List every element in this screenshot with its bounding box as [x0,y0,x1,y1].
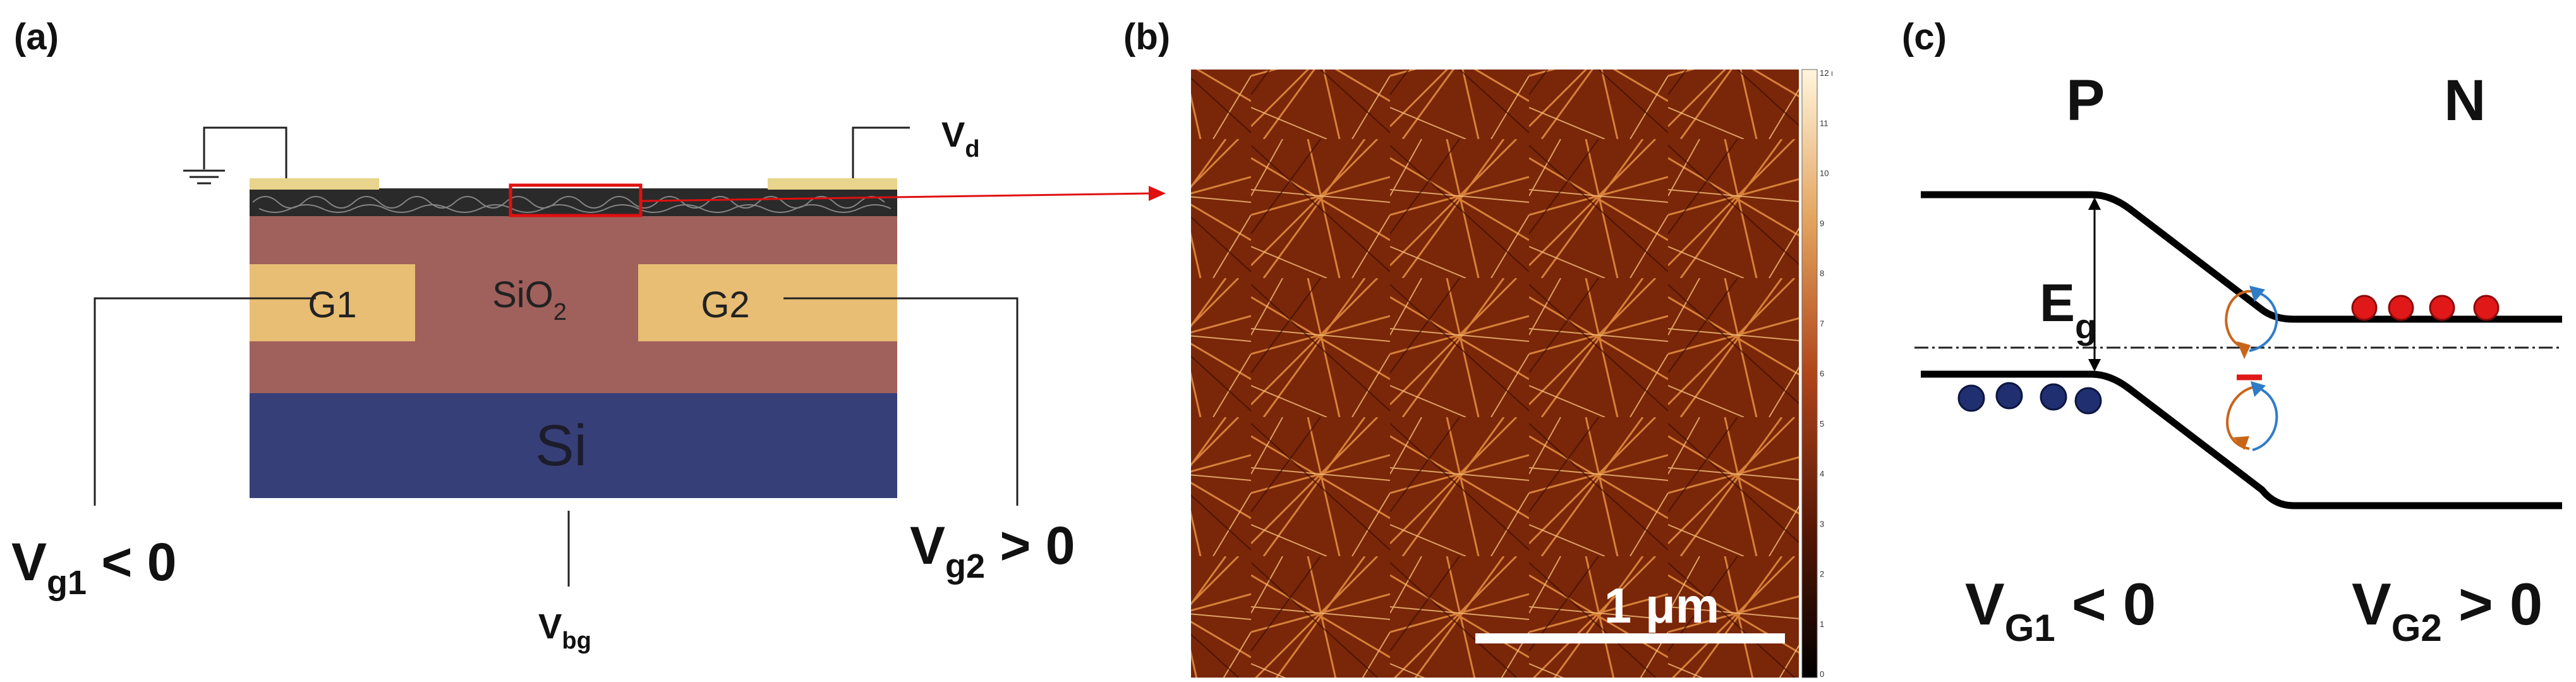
holes [1957,382,2102,415]
drain-contact [768,178,897,190]
source-contact [250,178,379,190]
electron-dot [2429,295,2455,321]
vbg-label: Vbg [538,606,591,654]
band-diagram-svg: (c) P N Eg [1902,16,2562,649]
afm-image-svg: (b) 12 nm11109876543210 1 μm [1123,16,1842,679]
colorbar-tick-label: 7 [1820,319,1824,328]
conduction-band [1921,191,2562,323]
colorbar-tick-label: 5 [1820,419,1824,429]
colorbar-tick-label: 3 [1820,519,1824,528]
colorbar-ticks: 12 nm11109876543210 [1820,68,1842,679]
nanotube-film-texture [252,196,892,213]
si-substrate-layer [250,392,897,498]
vg1-label: Vg1 < 0 [11,532,177,602]
panel-a-label: (a) [14,16,59,58]
colorbar-tick-label: 1 [1820,619,1824,629]
si-label: Si [535,413,587,478]
gate-g2-label: G2 [701,284,749,326]
colorbar-tick-label: 10 [1820,169,1829,178]
orange-arrow-upper [2225,289,2258,349]
vg2-label: Vg2 > 0 [910,516,1075,585]
colorbar-tick-label: 0 [1820,669,1824,679]
colorbar-tick-label: 8 [1820,269,1824,278]
panel-b-afm-image: (b) 12 nm11109876543210 1 μm [1112,0,1842,679]
electrons [2351,295,2500,321]
electron-dot [2473,295,2500,321]
electron-dot [2388,295,2414,321]
gate-g1 [250,264,415,341]
vd-label: Vd [941,114,980,162]
hole-dot [1957,384,1985,412]
blue-arrow-lower [2252,386,2278,451]
panel-b-label: (b) [1123,16,1170,58]
drain-wire [852,126,910,178]
colorbar-tick-label: 12 nm [1820,68,1832,78]
hole-dot [2074,387,2102,415]
scalebar-label: 1 μm [1604,578,1719,633]
gate-g2 [638,264,897,341]
panel-a-device-schematic: (a) G1 G2 SiO2 Si Vd Vg1 < 0 [0,0,1188,679]
sio2-label: SiO2 [492,274,567,326]
vG2-label: VG2 > 0 [2352,571,2543,649]
hole-dot [2040,383,2067,411]
colorbar-tick-label: 11 [1820,118,1829,128]
gate-g1-label: G1 [308,284,356,326]
ground-wire [203,126,287,178]
hole-dot [1995,382,2023,410]
panel-c-label: (c) [1902,16,1947,58]
n-region-label: N [2444,68,2486,133]
colorbar-tick-label: 6 [1820,369,1824,379]
g2-wire [783,297,1019,506]
eg-label: Eg [2040,273,2096,346]
zoom-arrowhead [1149,186,1166,201]
electron-dot [2351,295,2378,321]
vG1-label: VG1 < 0 [1965,571,2156,649]
colorbar-tick-label: 9 [1820,219,1824,228]
device-schematic-svg: (a) G1 G2 SiO2 Si Vd Vg1 < 0 [11,16,1166,654]
colorbar-tick-label: 2 [1820,569,1824,579]
colorbar-tick-label: 4 [1820,469,1824,478]
p-region-label: P [2066,68,2105,133]
zoom-arrow [640,192,1151,202]
valence-band [1921,370,2562,509]
afm-colorbar [1801,69,1818,678]
nanotube-film [250,188,897,216]
blue-arrow-upper [2249,291,2278,352]
panel-c-band-diagram: (c) P N Eg [1870,0,2576,679]
afm-nanotube-image [1191,70,1799,678]
g1-wire [94,297,316,506]
orange-arrow-lower [2226,386,2256,450]
